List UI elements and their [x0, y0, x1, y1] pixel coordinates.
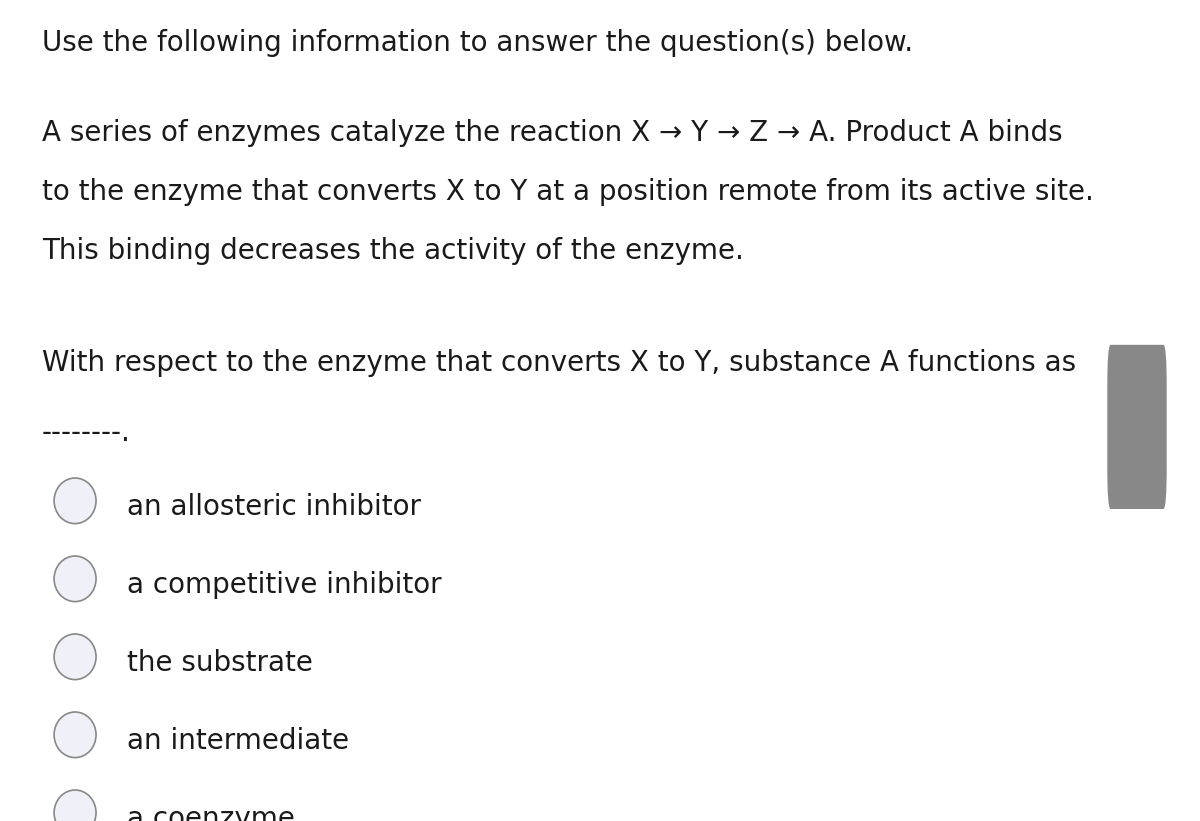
Text: a competitive inhibitor: a competitive inhibitor	[127, 571, 442, 599]
Text: A series of enzymes catalyze the reaction X → Y → Z → A. Product A binds: A series of enzymes catalyze the reactio…	[42, 119, 1062, 147]
Text: an intermediate: an intermediate	[127, 727, 349, 754]
Ellipse shape	[54, 712, 96, 758]
Text: --------.: --------.	[42, 419, 131, 447]
Ellipse shape	[54, 478, 96, 524]
Text: With respect to the enzyme that converts X to Y, substance A functions as: With respect to the enzyme that converts…	[42, 349, 1076, 377]
Ellipse shape	[54, 790, 96, 821]
Text: the substrate: the substrate	[127, 649, 313, 677]
Text: an allosteric inhibitor: an allosteric inhibitor	[127, 493, 421, 521]
Text: a coenzyme: a coenzyme	[127, 805, 295, 821]
FancyBboxPatch shape	[1108, 345, 1166, 509]
Ellipse shape	[54, 634, 96, 680]
Text: This binding decreases the activity of the enzyme.: This binding decreases the activity of t…	[42, 237, 744, 265]
Ellipse shape	[54, 556, 96, 602]
Text: Use the following information to answer the question(s) below.: Use the following information to answer …	[42, 29, 913, 57]
Text: to the enzyme that converts X to Y at a position remote from its active site.: to the enzyme that converts X to Y at a …	[42, 178, 1094, 206]
